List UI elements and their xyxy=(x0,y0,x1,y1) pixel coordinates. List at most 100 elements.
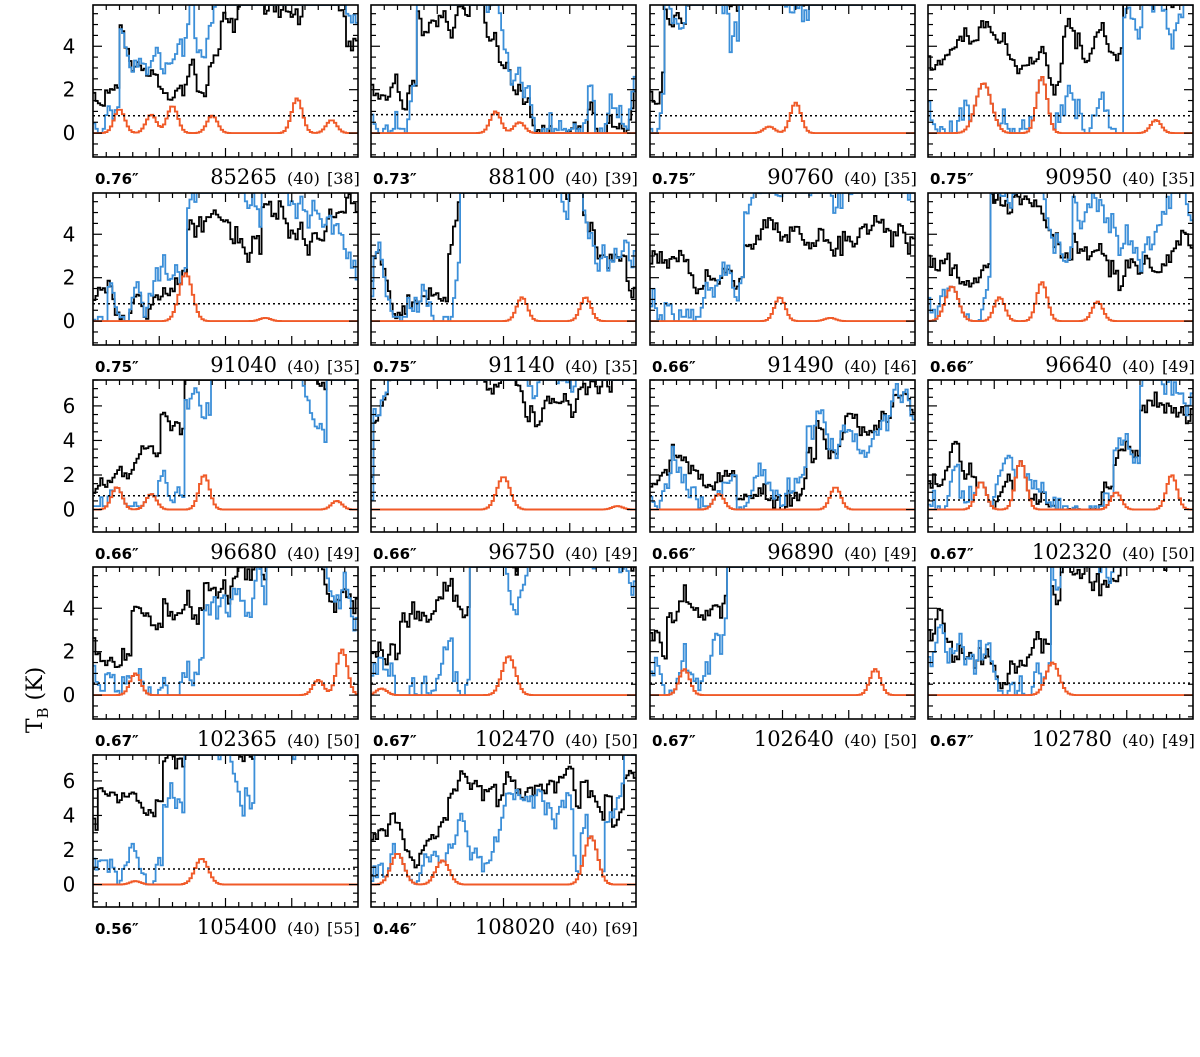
spectrum-model-species-102320 xyxy=(928,460,1193,511)
width-label: (40) xyxy=(565,544,598,563)
beam-size-label: 0.73″ xyxy=(373,170,417,188)
panel-frame xyxy=(92,4,359,158)
beam-size-label: 0.66″ xyxy=(652,545,696,563)
panel-frame xyxy=(370,4,637,158)
y-tick-label: 4 xyxy=(63,803,76,827)
index-label: [50] xyxy=(327,731,360,750)
y-tick-label: 0 xyxy=(63,873,76,897)
width-label: (40) xyxy=(844,544,877,563)
spectrum-observed-88100 xyxy=(371,5,636,134)
beam-size-label: 0.67″ xyxy=(373,732,417,750)
beam-size-label: 0.75″ xyxy=(373,358,417,376)
y-tick-label: 6 xyxy=(63,394,76,418)
frequency-label: 102640 xyxy=(754,727,834,751)
index-label: [38] xyxy=(327,169,360,188)
index-label: [50] xyxy=(605,731,638,750)
spectrum-observed-96750 xyxy=(371,380,636,478)
index-label: [35] xyxy=(1162,169,1195,188)
spectrum-model-species-85265 xyxy=(93,97,358,135)
y-tick-label: 0 xyxy=(63,309,76,333)
spectrum-panel-91490: 0.66″ 91490 (40) [46] xyxy=(649,192,917,377)
spectrum-model-species-105400 xyxy=(93,857,358,886)
spectrum-panel-108020: 0.46″ 108020 (40) [69] xyxy=(370,754,638,939)
spectrum-panel-90760: 0.75″ 90760 (40) [35] xyxy=(649,4,917,189)
frequency-label: 91490 xyxy=(767,353,834,377)
width-label: (40) xyxy=(1122,731,1155,750)
spectrum-panel-102365: 0 2 4 0.67″ 102365 (40) [50] xyxy=(63,566,360,751)
beam-size-label: 0.67″ xyxy=(95,732,139,750)
spectrum-model-all-102640 xyxy=(650,567,915,696)
frequency-label: 91140 xyxy=(488,353,555,377)
spectrum-model-all-108020 xyxy=(371,755,636,885)
spectrum-model-species-90950 xyxy=(928,75,1193,135)
spectrum-model-all-96680 xyxy=(93,380,358,509)
spectrum-model-all-102780 xyxy=(928,567,1193,696)
spectrum-model-species-91040 xyxy=(93,272,358,323)
spectrum-model-all-105400 xyxy=(93,755,358,886)
width-label: (40) xyxy=(1122,169,1155,188)
spectrum-model-all-91490 xyxy=(650,193,915,322)
panel-frame xyxy=(370,192,637,346)
spectrum-model-all-102470 xyxy=(371,567,636,696)
spectrum-panel-88100: 0.73″ 88100 (40) [39] xyxy=(370,4,638,189)
spectrum-model-all-91140 xyxy=(371,193,636,322)
frequency-label: 91040 xyxy=(210,353,277,377)
width-label: (40) xyxy=(1122,544,1155,563)
spectrum-model-all-102320 xyxy=(928,380,1193,511)
spectrum-observed-102365 xyxy=(93,567,358,668)
index-label: [35] xyxy=(884,169,917,188)
index-label: [49] xyxy=(605,544,638,563)
spectrum-model-species-91140 xyxy=(371,296,636,323)
spectrum-model-species-91490 xyxy=(650,296,915,323)
y-tick-label: 4 xyxy=(63,222,76,246)
width-label: (40) xyxy=(287,919,320,938)
spectrum-model-all-90760 xyxy=(650,5,915,134)
panel-frame xyxy=(927,192,1194,346)
spectrum-panel-102640: 0.67″ 102640 (40) [50] xyxy=(649,566,917,751)
spectrum-model-species-102640 xyxy=(650,668,915,697)
y-tick-label: 0 xyxy=(63,121,76,145)
index-label: [69] xyxy=(605,919,638,938)
frequency-label: 102780 xyxy=(1032,727,1112,751)
frequency-label: 96890 xyxy=(767,540,834,564)
y-tick-label: 6 xyxy=(63,769,76,793)
spectrum-observed-90760 xyxy=(650,5,915,105)
index-label: [49] xyxy=(1162,731,1195,750)
frequency-label: 96680 xyxy=(210,540,277,564)
index-label: [49] xyxy=(1162,357,1195,376)
spectrum-model-species-108020 xyxy=(371,835,636,886)
beam-size-label: 0.75″ xyxy=(930,170,974,188)
frequency-label: 102320 xyxy=(1032,540,1112,564)
spectrum-model-species-96680 xyxy=(93,474,358,511)
index-label: [50] xyxy=(884,731,917,750)
spectrum-model-all-96640 xyxy=(928,193,1193,322)
index-label: [39] xyxy=(605,169,638,188)
spectrum-observed-91140 xyxy=(371,193,636,320)
width-label: (40) xyxy=(565,731,598,750)
beam-size-label: 0.67″ xyxy=(930,732,974,750)
frequency-label: 102470 xyxy=(475,727,555,751)
spectrum-panel-91140: 0.75″ 91140 (40) [35] xyxy=(370,192,638,377)
panel-frame xyxy=(649,4,916,158)
spectrum-panel-96890: 0.66″ 96890 (40) [49] xyxy=(649,379,917,564)
frequency-label: 90950 xyxy=(1045,165,1112,189)
index-label: [46] xyxy=(884,357,917,376)
beam-size-label: 0.66″ xyxy=(652,358,696,376)
panel-frame xyxy=(92,192,359,346)
spectrum-observed-102320 xyxy=(928,391,1193,511)
index-label: [49] xyxy=(884,544,917,563)
width-label: (40) xyxy=(287,731,320,750)
y-tick-label: 0 xyxy=(63,498,76,522)
frequency-label: 85265 xyxy=(210,165,277,189)
width-label: (40) xyxy=(287,357,320,376)
spectrum-model-all-91040 xyxy=(93,193,358,322)
beam-size-label: 0.66″ xyxy=(930,358,974,376)
spectrum-observed-96890 xyxy=(650,391,915,511)
spectrum-observed-91490 xyxy=(650,215,915,295)
spectrum-model-species-90760 xyxy=(650,101,915,135)
spectrum-panel-105400: 0 2 4 6 0.56″ 105400 (40) [55] xyxy=(63,754,360,939)
spectrum-model-species-102470 xyxy=(371,655,636,697)
y-tick-label: 2 xyxy=(63,463,76,487)
frequency-label: 88100 xyxy=(488,165,555,189)
spectrum-observed-90950 xyxy=(928,5,1193,96)
